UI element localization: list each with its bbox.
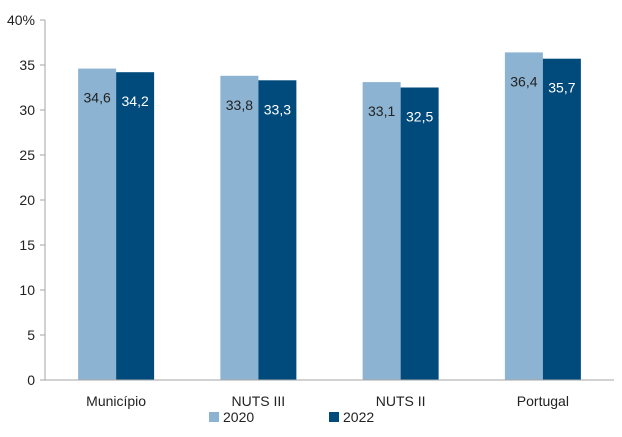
- bar-2022: [116, 72, 155, 380]
- plot-area: 34,6 34,2 33,8 33,3 33,1 32,5 36,4 35,7: [78, 52, 581, 381]
- bar-2022: [400, 87, 439, 380]
- bar-2020: [220, 75, 259, 381]
- legend-swatch: [329, 412, 339, 422]
- data-label: 33,3: [264, 101, 291, 117]
- data-label: 32,5: [406, 109, 433, 125]
- legend-label: 2022: [343, 409, 374, 425]
- bar-2020: [78, 68, 117, 380]
- data-label: 35,7: [548, 80, 575, 96]
- y-tick-label: 10: [19, 282, 35, 298]
- y-tick-label: 40%: [7, 12, 35, 28]
- data-label: 34,6: [84, 90, 111, 106]
- x-category-label: NUTS II: [376, 393, 426, 409]
- bar-2020: [504, 52, 543, 381]
- x-axis: Município NUTS III NUTS II Portugal: [45, 379, 614, 409]
- y-axis: 0 5 10 15 20 25 30 35 40%: [7, 12, 46, 388]
- legend: 2020 2022: [209, 409, 374, 425]
- y-tick-label: 30: [19, 102, 35, 118]
- y-tick-label: 5: [27, 327, 35, 343]
- bar-2022: [542, 58, 581, 380]
- y-tick-label: 0: [27, 372, 35, 388]
- y-tick-label: 35: [19, 57, 35, 73]
- x-category-label: Portugal: [517, 393, 569, 409]
- y-tick-label: 25: [19, 147, 35, 163]
- legend-swatch: [209, 412, 219, 422]
- data-label: 34,2: [122, 93, 149, 109]
- legend-label: 2020: [223, 409, 254, 425]
- x-category-label: Município: [86, 393, 146, 409]
- data-label: 33,8: [226, 97, 253, 113]
- bar-2022: [258, 80, 297, 381]
- bar-2020: [362, 82, 401, 380]
- data-label: 33,1: [368, 103, 395, 119]
- data-label: 36,4: [510, 73, 537, 89]
- y-tick-label: 15: [19, 237, 35, 253]
- x-category-label: NUTS III: [232, 393, 286, 409]
- y-tick-label: 20: [19, 192, 35, 208]
